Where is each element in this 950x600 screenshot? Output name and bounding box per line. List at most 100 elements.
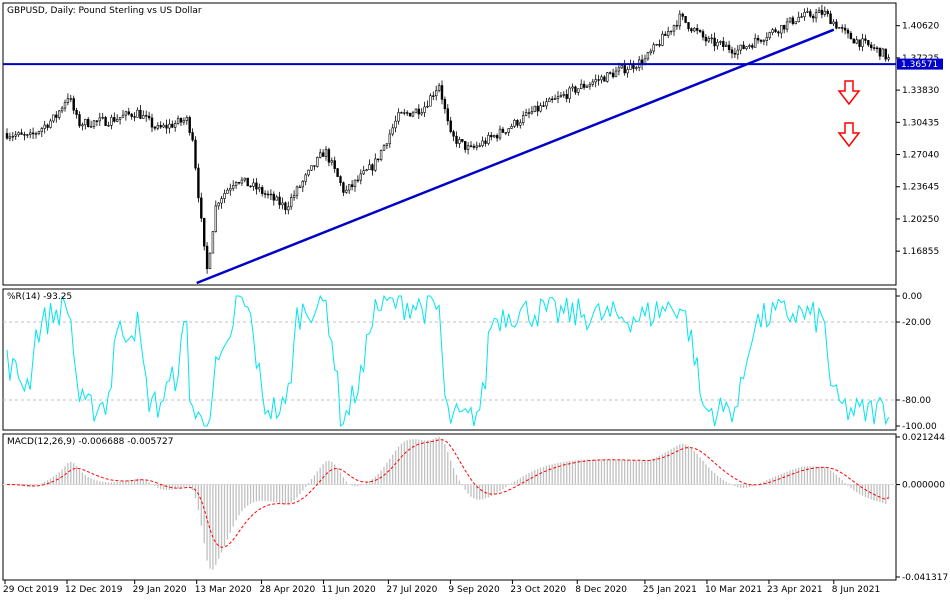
candle-body bbox=[414, 108, 418, 114]
candle-body bbox=[426, 105, 429, 108]
candle-body bbox=[614, 70, 618, 78]
candle-body bbox=[585, 85, 589, 88]
candle-body bbox=[281, 202, 284, 206]
time-tick-label: 23 Oct 2020 bbox=[510, 585, 566, 595]
candle-body bbox=[371, 164, 374, 171]
macd-tick-label: 0.021244 bbox=[902, 433, 945, 443]
candle-body bbox=[745, 46, 748, 50]
candle-body bbox=[864, 38, 867, 41]
candle-body bbox=[452, 131, 455, 137]
candle-body bbox=[249, 185, 252, 188]
candle-body bbox=[559, 95, 563, 97]
chart-title: GBPUSD, Daily: Pound Sterling vs US Doll… bbox=[7, 6, 202, 16]
candle-body bbox=[52, 114, 55, 122]
candle-body bbox=[600, 76, 603, 81]
candle-body bbox=[374, 158, 377, 171]
wpr-tick-label: -80.00 bbox=[902, 396, 931, 406]
candle-body bbox=[739, 44, 742, 51]
candle-body bbox=[17, 132, 20, 136]
candle-body bbox=[217, 202, 220, 207]
candle-body bbox=[774, 29, 777, 33]
candle-body bbox=[220, 198, 223, 204]
candle-body bbox=[429, 95, 432, 107]
trendline[interactable] bbox=[196, 28, 835, 285]
candle-body bbox=[588, 84, 592, 87]
candle-body bbox=[617, 67, 621, 72]
candle-body bbox=[751, 45, 754, 48]
candle-body bbox=[556, 96, 560, 99]
candle-body bbox=[292, 194, 296, 198]
candle-body bbox=[321, 152, 325, 157]
candle-body bbox=[510, 126, 513, 129]
wpr-axis: 0.00 -20.00 -80.00 -100.00 bbox=[896, 292, 937, 432]
candle-body bbox=[785, 21, 789, 30]
macd-tick-label: 0.000000 bbox=[902, 481, 945, 491]
candle-body bbox=[347, 184, 351, 191]
candle-body bbox=[722, 41, 725, 47]
time-tick-label: 13 Mar 2020 bbox=[195, 585, 252, 595]
candle-body bbox=[417, 108, 420, 115]
candle-body bbox=[693, 28, 696, 32]
candle-body bbox=[524, 112, 528, 116]
candle-body bbox=[777, 31, 780, 34]
candle-body bbox=[736, 49, 740, 55]
candle-body bbox=[179, 118, 183, 123]
candle-body bbox=[838, 27, 841, 29]
candle-body bbox=[130, 113, 133, 117]
candle-body bbox=[562, 94, 566, 96]
price-tick-label: 1.40620 bbox=[902, 22, 939, 32]
candle-body bbox=[649, 50, 653, 54]
candle-body bbox=[107, 125, 110, 127]
candle-body bbox=[298, 186, 302, 189]
candle-body bbox=[475, 145, 478, 148]
wpr-tick-label: -100.00 bbox=[902, 422, 937, 432]
candle-body bbox=[394, 120, 397, 129]
candle-body bbox=[623, 65, 626, 74]
candle-body bbox=[730, 49, 734, 54]
candle-body bbox=[478, 145, 481, 147]
candle-body bbox=[23, 134, 26, 136]
macd-pane-frame bbox=[2, 433, 897, 581]
candle-body bbox=[127, 111, 131, 115]
candle-body bbox=[794, 21, 798, 24]
candle-body bbox=[437, 85, 441, 91]
candle-body bbox=[687, 22, 690, 29]
candle-body bbox=[104, 117, 107, 126]
candle-body bbox=[211, 231, 215, 254]
candle-body bbox=[606, 72, 609, 82]
candle-body bbox=[768, 32, 771, 39]
candle-body bbox=[188, 117, 191, 133]
candle-body bbox=[295, 186, 299, 196]
candle-body bbox=[516, 120, 519, 126]
candle-body bbox=[771, 29, 774, 33]
candle-body bbox=[655, 44, 658, 46]
candle-body bbox=[536, 105, 539, 112]
candle-body bbox=[446, 108, 449, 122]
candle-body bbox=[800, 16, 803, 18]
candle-body bbox=[577, 88, 580, 93]
candle-body bbox=[626, 69, 629, 74]
candle-body bbox=[345, 189, 348, 193]
wpr-line bbox=[6, 294, 890, 427]
candle-body bbox=[142, 115, 145, 119]
candle-body bbox=[408, 112, 412, 117]
candle-body bbox=[37, 131, 41, 134]
candle-body bbox=[350, 184, 354, 187]
candle-body bbox=[159, 125, 162, 128]
candle-body bbox=[811, 15, 815, 19]
candle-body bbox=[304, 174, 307, 182]
macd-title: MACD(12,26,9) -0.006688 -0.005727 bbox=[7, 437, 173, 447]
candle-body bbox=[835, 21, 838, 29]
time-tick-label: 28 Apr 2020 bbox=[260, 585, 316, 595]
candle-body bbox=[869, 44, 873, 48]
candle-body bbox=[530, 111, 534, 114]
candle-body bbox=[861, 38, 864, 47]
candle-body bbox=[118, 117, 122, 120]
candle-body bbox=[205, 245, 209, 269]
candle-body bbox=[75, 109, 78, 115]
candle-body bbox=[603, 76, 606, 82]
candle-body bbox=[434, 90, 438, 97]
candle-body bbox=[66, 98, 70, 103]
candle-body bbox=[466, 145, 470, 150]
